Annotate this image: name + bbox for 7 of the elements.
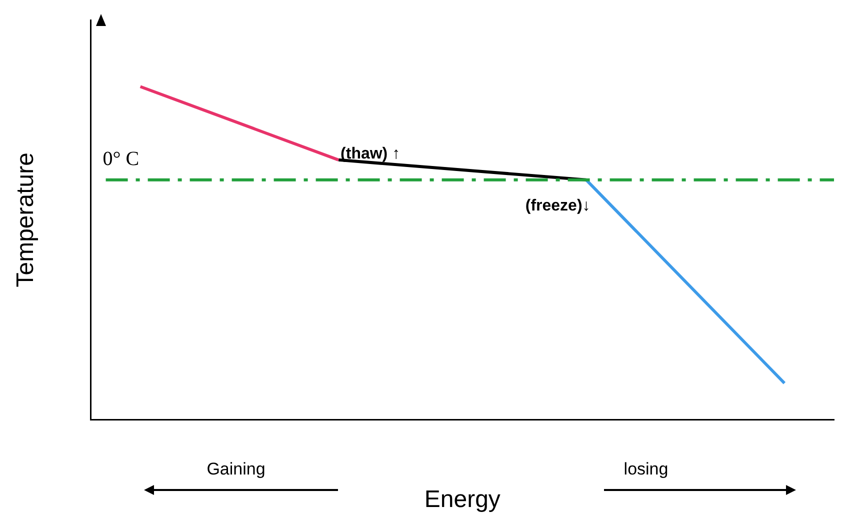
x-axis-title: Energy [424,486,500,514]
text: Gaining [206,460,266,479]
ref-line-label: 0° C [102,148,140,170]
y-axis-title: Temperature [12,152,40,288]
annotation: (freeze)↓ [525,197,590,214]
text: losing [624,460,668,479]
annotation: (thaw) ↑ [340,145,400,162]
